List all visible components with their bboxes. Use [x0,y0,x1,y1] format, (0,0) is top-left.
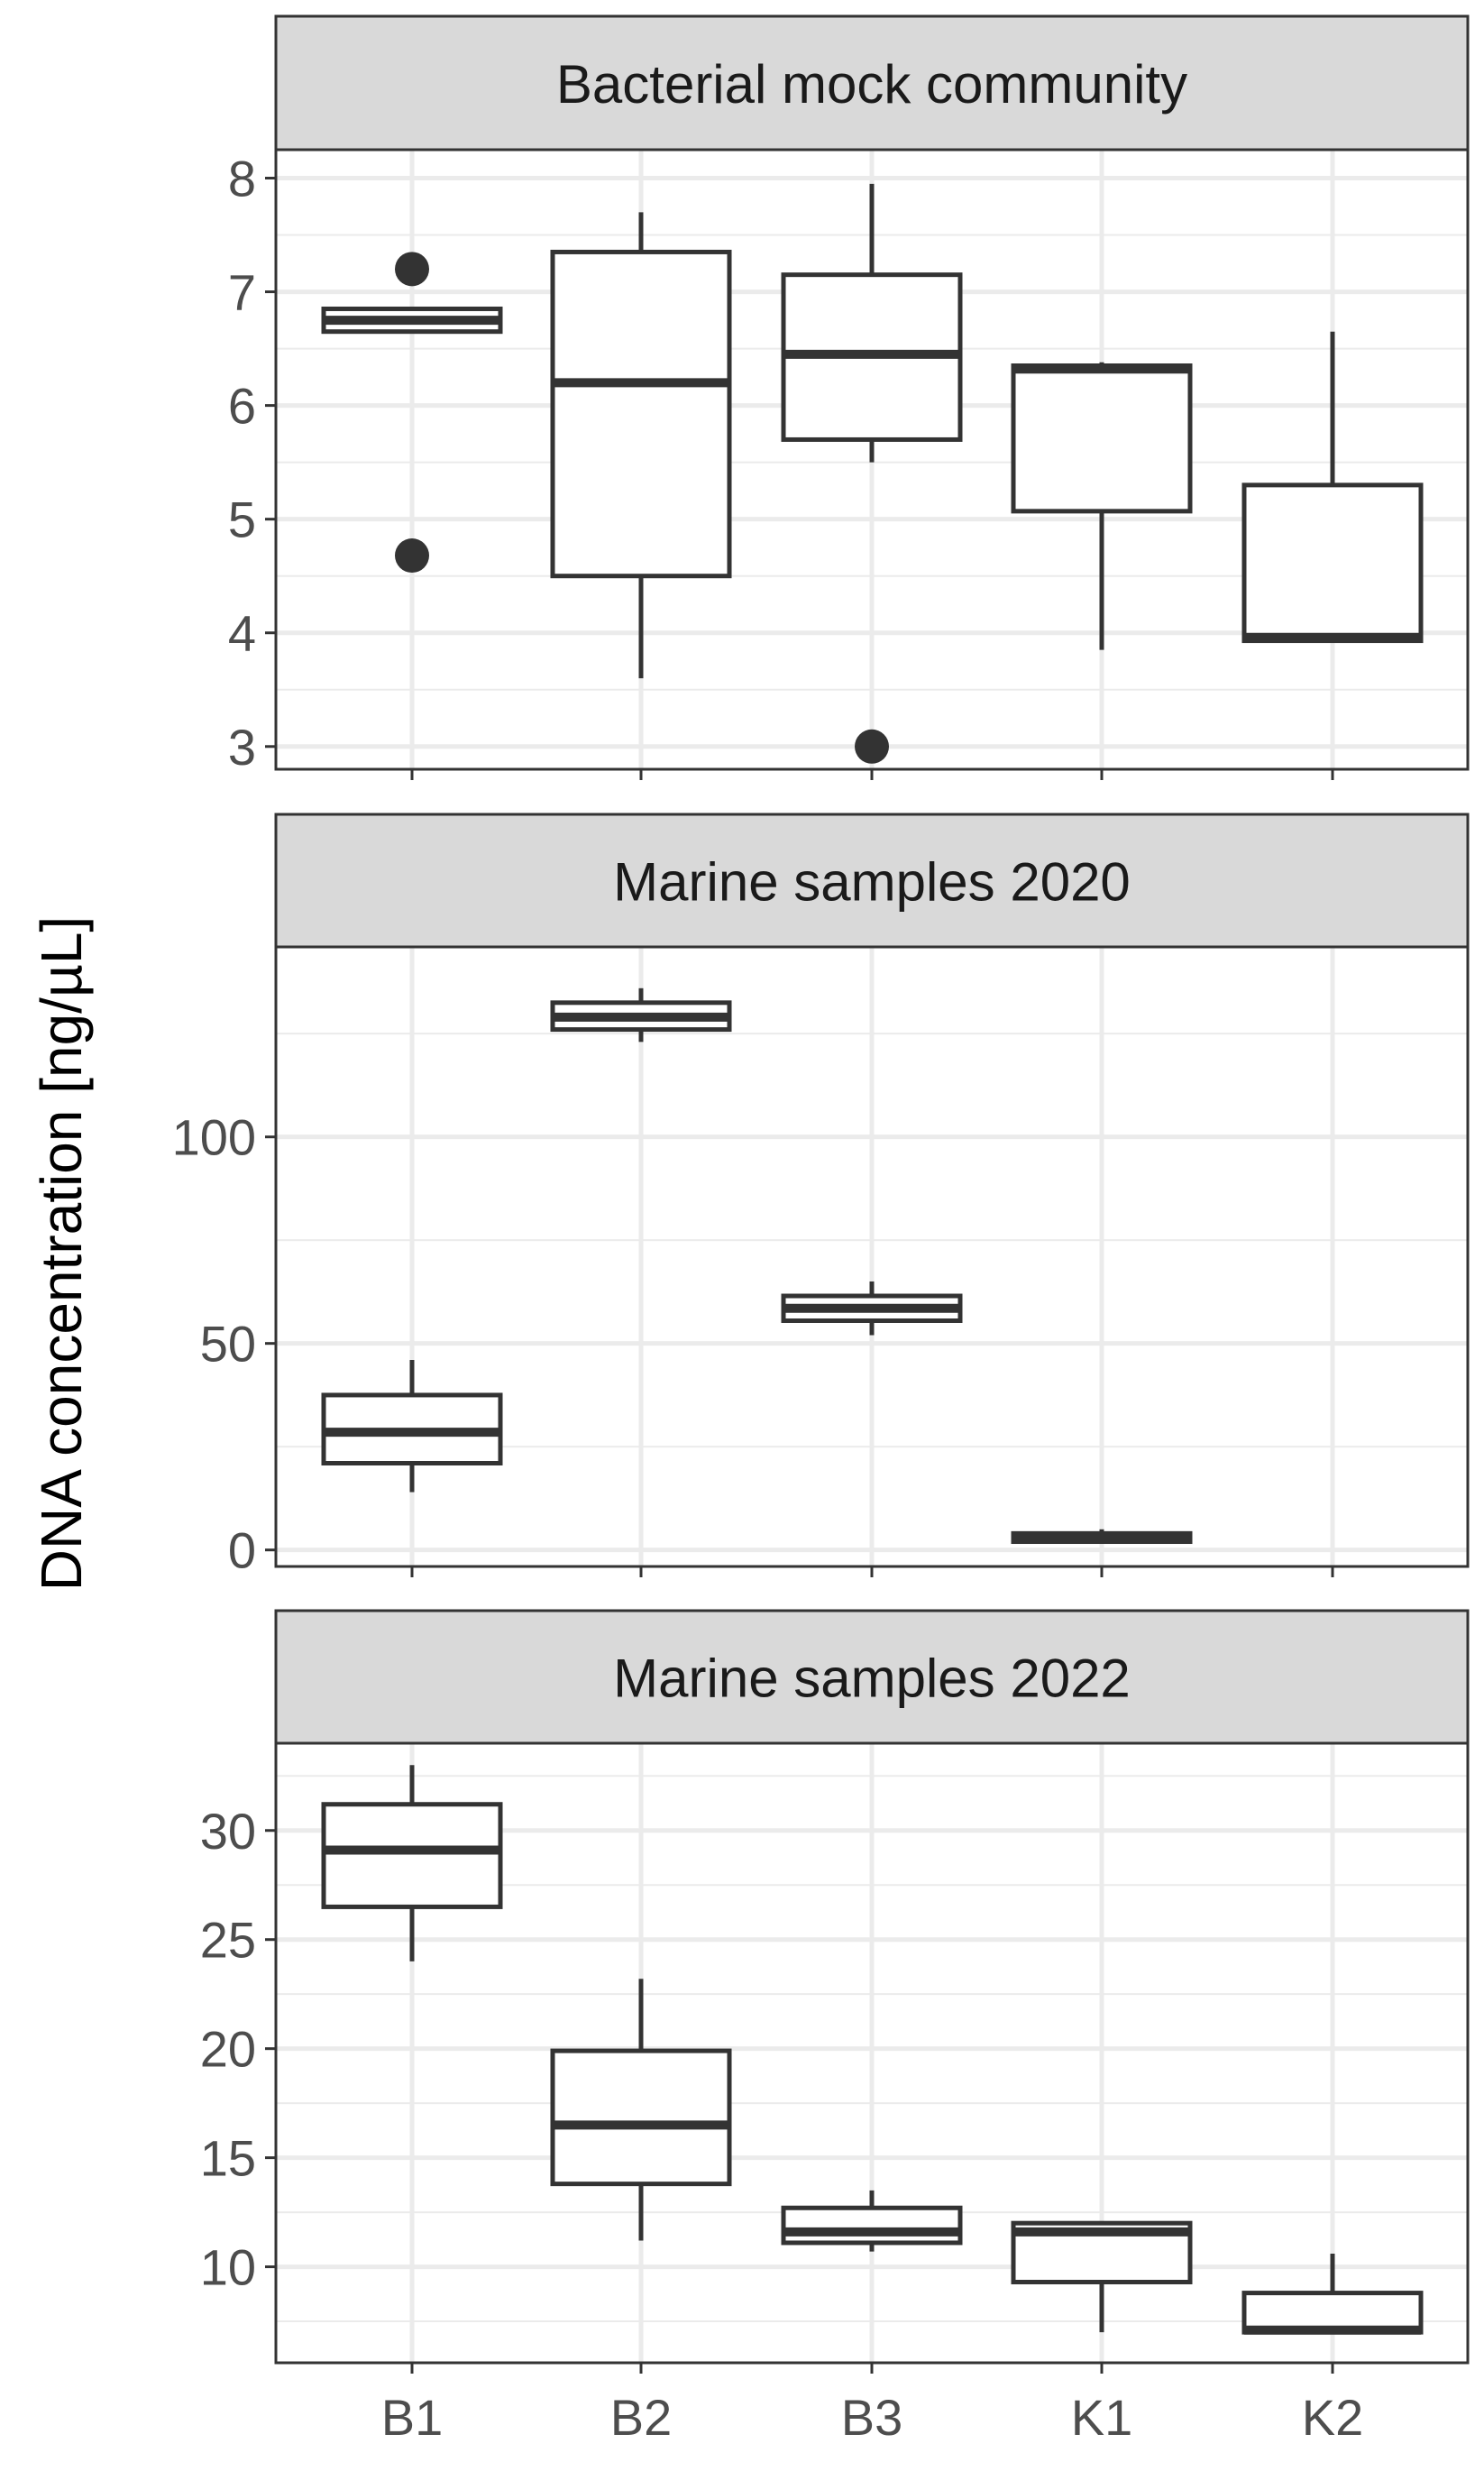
facet-strip [274,14,1470,152]
box-K2 [1241,482,1424,644]
y-tick-label: 50 [200,1316,256,1373]
y-tick-label: 20 [200,2021,256,2078]
y-tick-label: 15 [200,2130,256,2187]
y-tick-label: 25 [200,1912,256,1969]
y-tick-label: 6 [228,378,256,435]
y-tick-label: 7 [228,264,256,321]
y-tick-label: 5 [228,491,256,548]
box-B3 [781,2205,963,2246]
facet-title: Bacterial mock community [556,54,1187,115]
y-axis-label: DNA concentration [ng/µL] [29,916,94,1591]
box-B2 [550,2048,732,2187]
y-tick-label: 4 [228,605,256,662]
y-tick-label: 10 [200,2239,256,2296]
y-tick-label: 3 [228,719,256,776]
outlier-point [395,252,429,287]
y-tick-label: 8 [228,151,256,207]
x-tick-label: K1 [1071,2389,1133,2446]
x-tick-label: K2 [1302,2389,1364,2446]
box-B1 [321,1802,503,1909]
facet-title: Marine samples 2022 [613,1649,1131,1709]
facet-strip [274,813,1470,949]
outlier-point [395,538,429,574]
y-tick-label: 30 [200,1803,256,1860]
x-tick-label: B2 [610,2389,673,2446]
y-tick-label: 100 [172,1109,256,1166]
y-tick-label: 0 [228,1522,256,1579]
x-tick-label: B1 [381,2389,444,2446]
facet-title: Marine samples 2020 [613,852,1131,913]
box-B2 [550,249,732,579]
box-K1 [1011,363,1193,514]
facet-strip [274,1609,1470,1745]
outlier-point [855,729,889,764]
x-tick-label: B3 [841,2389,903,2446]
